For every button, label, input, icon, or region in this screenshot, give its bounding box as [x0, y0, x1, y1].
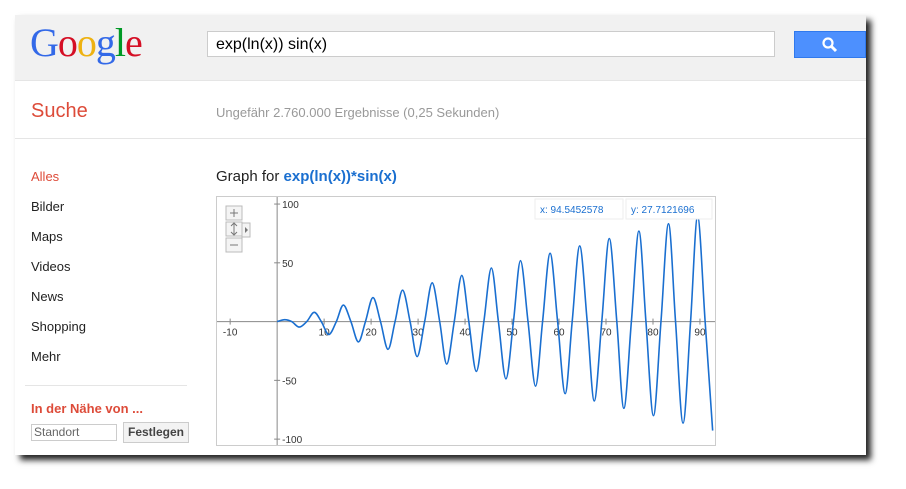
nav-item[interactable]: News: [31, 289, 64, 304]
nearby-title: In der Nähe von ...: [31, 401, 143, 416]
x-tick-label: 10: [319, 328, 331, 339]
header: Google exp(ln(x)) sin(x): [15, 15, 866, 81]
tooltip-x: x: 94.5452578: [540, 205, 604, 216]
x-tick-label: 90: [694, 328, 706, 339]
search-button[interactable]: [794, 31, 866, 58]
y-tick-label: 100: [282, 200, 299, 211]
logo-letter: o: [57, 20, 78, 65]
logo-letter: l: [114, 20, 126, 65]
set-button[interactable]: Festlegen: [123, 422, 189, 443]
nav-item[interactable]: Mehr: [31, 349, 61, 364]
zoom-controls: [225, 205, 251, 253]
graph-function[interactable]: exp(ln(x))*sin(x): [283, 168, 397, 185]
x-tick-label: 30: [413, 328, 425, 339]
graph-title: Graph for exp(ln(x))*sin(x): [216, 168, 397, 185]
x-tick-label: -10: [223, 328, 238, 339]
nav-item[interactable]: Bilder: [31, 199, 65, 214]
x-tick-label: 20: [366, 328, 378, 339]
result-stats: Ungefähr 2.760.000 Ergebnisse (0,25 Seku…: [216, 105, 500, 120]
graph-title-prefix: Graph for: [216, 168, 280, 185]
logo-letter: g: [95, 20, 116, 65]
x-tick-label: 40: [459, 328, 471, 339]
logo[interactable]: Google: [30, 19, 143, 66]
tooltip-y: y: 27.7121696: [631, 205, 695, 216]
nav-item[interactable]: Maps: [31, 229, 63, 244]
window: Google exp(ln(x)) sin(x) Suche Ungefähr …: [15, 15, 866, 455]
y-tick-label: -100: [282, 435, 302, 446]
y-tick-label: 50: [282, 259, 294, 270]
x-tick-label: 70: [600, 328, 612, 339]
nav-item[interactable]: Videos: [31, 259, 71, 274]
x-tick-label: 80: [647, 328, 659, 339]
tooltip-box: [625, 198, 713, 220]
nav-item[interactable]: Shopping: [31, 319, 86, 334]
search-box[interactable]: exp(ln(x)) sin(x): [207, 31, 775, 57]
logo-letter: o: [76, 20, 97, 65]
nav-item[interactable]: Alles: [31, 169, 60, 184]
divider: [15, 138, 866, 139]
y-tick-label: -50: [282, 376, 297, 387]
curve: [276, 215, 714, 431]
divider: [25, 385, 187, 386]
logo-letter: e: [125, 20, 143, 65]
tooltip-box: [534, 198, 624, 220]
zoom-icons: [230, 209, 238, 246]
location-input[interactable]: Standort: [31, 424, 117, 441]
search-icon: [822, 37, 838, 53]
logo-letter: G: [30, 20, 59, 65]
section-title: Suche: [31, 100, 88, 122]
pan-arrow: [245, 227, 248, 233]
